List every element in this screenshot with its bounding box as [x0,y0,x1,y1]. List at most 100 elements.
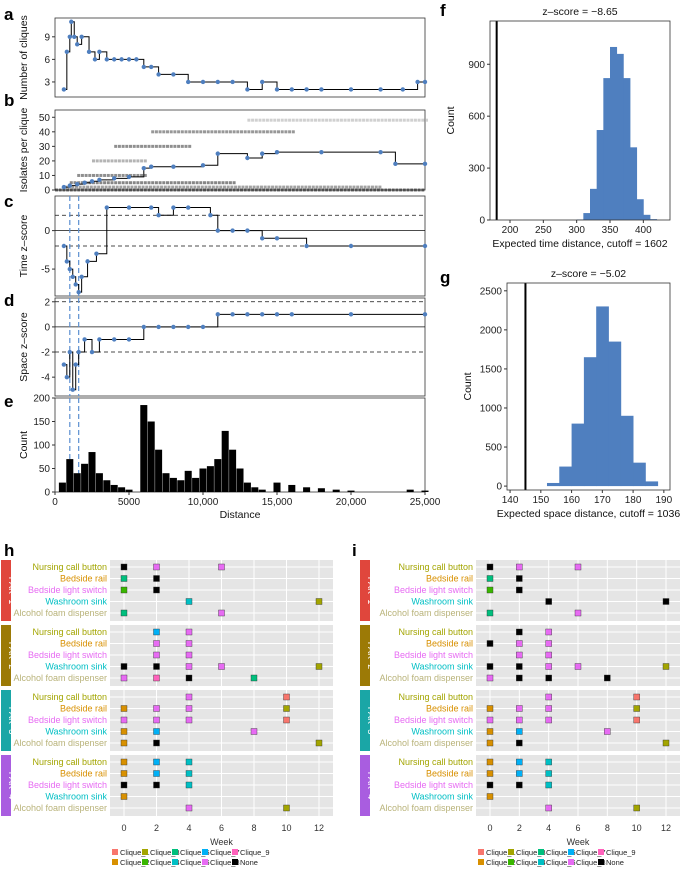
row-label: Bedside rail [426,639,473,649]
isolate-density-mark [162,188,166,192]
isolate-density-mark [177,188,181,192]
panel-f: z–score = −8.65 200 250 300 350 400 0 300 600 900… [445,6,671,250]
isolate-density-mark [321,188,325,192]
isolate-density-mark [406,118,410,122]
data-point [89,179,95,184]
data-point [69,19,74,24]
data-point [61,362,67,367]
data-point [200,163,206,168]
panel-label-e: e [4,392,13,411]
isolate-density-mark [99,188,103,192]
isolate-density-mark [158,181,162,185]
bar [199,468,207,492]
data-point [319,149,324,155]
legend-label: None [240,858,258,867]
isolate-density-mark [121,181,125,185]
data-point [171,164,176,169]
isolate-density-mark [284,130,288,134]
isolate-density-mark [103,159,107,163]
clique-point [516,586,523,594]
isolate-density-mark [136,173,140,177]
histogram-bar [596,306,609,487]
clique-point [120,728,128,735]
row-label: Bedside rail [60,704,107,714]
clique-point [185,640,193,647]
clique-point [153,575,160,582]
isolate-density-mark [410,118,414,122]
data-point [186,324,191,330]
isolate-density-mark [388,118,391,122]
panel-frame [54,17,426,98]
bar [236,468,244,492]
isolate-density-mark [243,188,247,192]
clique-point [185,693,193,701]
isolate-density-mark [406,188,410,192]
isolate-density-mark [84,173,88,177]
data-point [89,349,95,355]
y-tick-label: -4 [41,373,50,384]
y-tick-label: 900 [468,60,485,71]
x-tick-label: 4 [546,823,551,833]
isolate-density-mark [378,185,382,189]
isolate-density-mark [273,130,277,134]
clique-point [153,663,160,670]
data-point [97,49,102,55]
data-point [319,87,324,92]
isolate-density-mark [345,185,349,189]
isolate-density-mark [188,130,192,134]
isolate-density-mark [295,118,299,122]
isolate-density-mark [296,185,300,189]
isolate-density-mark [232,188,236,192]
isolate-density-mark [277,188,281,192]
isolate-density-mark [417,118,421,122]
data-point [304,87,309,92]
isolate-density-mark [140,188,144,192]
y-tick-label: 40 [39,127,51,138]
clique-point [120,716,128,724]
isolate-density-mark [103,173,107,177]
y-tick-label: 6 [44,55,50,66]
isolate-density-mark [221,188,225,192]
isolate-density-mark [137,185,141,189]
histogram-bar [645,481,659,487]
isolate-density-mark [225,130,229,134]
isolate-density-mark [121,144,125,148]
isolate-density-mark [162,181,166,185]
isolate-density-mark [136,188,140,192]
isolate-density-mark [206,188,210,192]
row-label: Nursing call button [32,692,107,702]
isolate-density-mark [173,188,177,192]
legend-label: Clique_5 [546,848,576,857]
isolate-density-mark [182,185,186,189]
isolate-density-mark [234,185,238,189]
x-tick-label: 0 [121,823,126,833]
x-tick-label: 170 [594,495,611,506]
isolate-density-mark [169,144,173,148]
legend-swatch [172,849,178,855]
clique-point [633,705,640,712]
row-label: Alcohol foam dispenser [13,738,107,748]
isolate-density-mark [421,118,425,122]
y-tick-label: 300 [468,164,485,175]
x-axis-label: Expected space distance, cutoff = 1036 [497,508,681,520]
data-point [149,64,154,70]
clique-point [604,674,611,682]
isolate-density-mark [58,188,62,192]
data-point [75,42,80,47]
isolate-density-mark [265,118,269,122]
clique-point [120,739,128,747]
clique-point [185,598,193,605]
clique-legend: Clique_1Clique_2Clique_3Clique_4Clique_5… [112,848,270,867]
isolate-density-mark [126,185,130,189]
data-point [64,374,70,380]
clique-point [315,739,323,747]
isolate-density-mark [160,185,164,189]
isolate-density-mark [97,185,101,189]
legend-label: Clique_3 [516,848,546,857]
clique-point [120,770,128,777]
panel-a: 3 6 9 Number of cliques [18,15,428,100]
clique-point [120,609,128,617]
facet-strip-label: PAK−4 [366,772,376,800]
